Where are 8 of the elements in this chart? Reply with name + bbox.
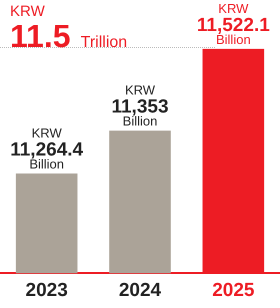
data-label: KRW 11,353 Billion [111,82,169,129]
data-label: KRW 11,264.4 Billion [10,126,84,172]
x-tick-label: 2025 [212,280,255,301]
chart-title: KRW [10,3,46,20]
x-tick-label: 2023 [26,280,68,301]
x-tick-label: 2024 [118,280,162,301]
data-label: KRW 11,522.1 Billion [196,0,270,47]
chart-subtitle: 11.5 Trillion [10,18,128,54]
